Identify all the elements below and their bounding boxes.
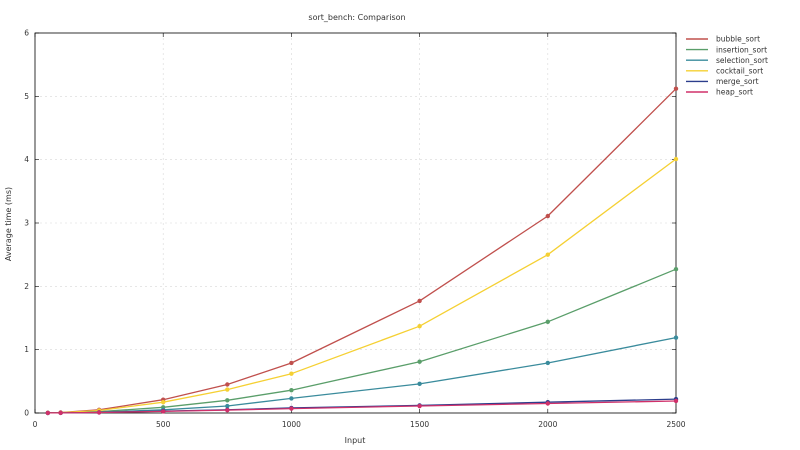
data-point-heap_sort [58,410,63,416]
data-point-selection_sort [673,335,679,340]
data-point-heap_sort [225,407,230,413]
x-tick-label: 1000 [282,420,301,429]
data-point-heap_sort [417,403,422,409]
y-tick-label: 1 [24,345,29,354]
x-tick-label: 2000 [538,420,557,429]
data-point-selection_sort [225,403,230,409]
grid-lines [35,33,676,413]
data-point-cocktail_sort [417,324,422,329]
x-tick-label: 500 [156,420,171,429]
data-point-cocktail_sort [289,371,294,376]
legend-label-insertion_sort: insertion_sort [716,45,767,54]
y-axis-label: Average time (ms) [4,187,13,261]
data-point-heap_sort [96,410,102,415]
legend-label-cocktail_sort: cocktail_sort [716,67,763,76]
data-point-insertion_sort [673,267,679,272]
data-point-cocktail_sort [545,252,550,257]
data-point-cocktail_sort [673,156,679,162]
data-point-bubble_sort [289,360,294,366]
series-line-insertion_sort [47,268,677,414]
data-point-bubble_sort [417,298,422,304]
series-lines [45,86,679,416]
data-point-bubble_sort [673,86,679,91]
data-point-heap_sort [161,409,166,414]
axis-ticks: 0 1 2 3 4 5 6 0 500 1000 1500 2000 2500 [24,29,686,430]
series-line-bubble_sort [47,88,677,414]
data-point-heap_sort [545,401,550,406]
data-point-selection_sort [289,396,294,401]
data-point-bubble_sort [225,382,230,387]
legend-label-selection_sort: selection_sort [716,56,768,65]
y-tick-label: 4 [24,155,29,164]
chart-title: sort_bench: Comparison [308,13,405,22]
legend-label-heap_sort: heap_sort [716,88,753,97]
data-point-cocktail_sort [161,400,166,405]
y-tick-label: 6 [24,29,29,38]
plot-frame [34,32,677,414]
y-tick-label: 2 [24,282,29,291]
data-point-heap_sort [673,398,679,404]
x-axis-label: Input [345,436,366,445]
x-tick-label: 0 [33,420,38,429]
data-point-bubble_sort [545,213,550,219]
data-point-insertion_sort [545,319,550,324]
data-point-insertion_sort [289,388,294,393]
data-point-selection_sort [417,381,422,387]
legend-label-merge_sort: merge_sort [716,77,759,86]
y-tick-label: 5 [24,92,29,101]
data-point-heap_sort [45,410,51,416]
data-point-insertion_sort [225,398,230,403]
x-tick-label: 1500 [410,420,429,429]
y-tick-label: 3 [24,219,29,228]
data-point-heap_sort [289,406,294,411]
y-tick-label: 0 [24,409,29,418]
legend-label-bubble_sort: bubble_sort [716,35,760,44]
x-tick-label: 2500 [666,420,685,429]
data-point-insertion_sort [417,359,422,364]
data-point-cocktail_sort [225,387,230,392]
data-point-selection_sort [545,360,550,366]
